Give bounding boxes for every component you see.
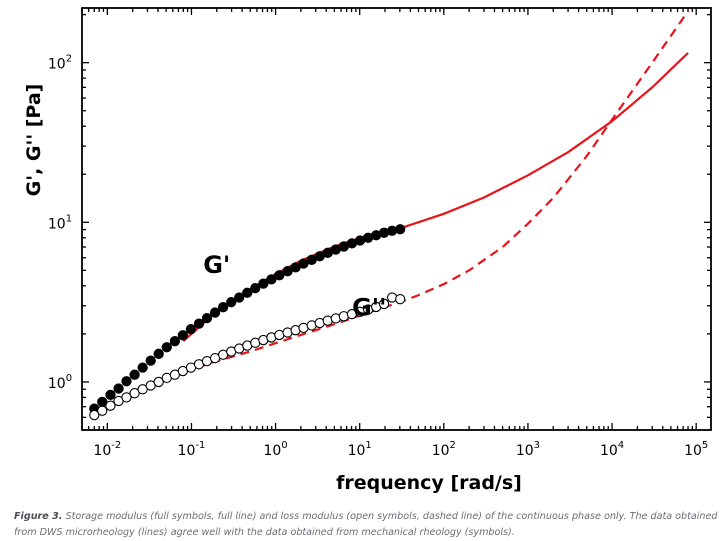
- x-tick-label: 103: [516, 440, 540, 459]
- storage-modulus-point: [137, 362, 148, 373]
- x-tick-label: 105: [684, 440, 708, 459]
- x-tick-label: 10-1: [178, 440, 206, 459]
- loss-modulus-point: [395, 294, 406, 305]
- data-series: [89, 10, 689, 421]
- storage-modulus-point: [129, 369, 140, 380]
- y-axis-title: G', G'' [Pa]: [23, 84, 45, 197]
- storage-modulus-dws-line: [182, 52, 689, 343]
- figure-caption-text: Storage modulus (full symbols, full line…: [14, 511, 718, 538]
- storage-modulus-label: G': [203, 251, 230, 279]
- loss-modulus-label: G'': [352, 294, 386, 322]
- loss-modulus-point: [105, 400, 116, 411]
- figure-caption: Figure 3. Storage modulus (full symbols,…: [14, 509, 720, 541]
- storage-modulus-point: [234, 292, 245, 303]
- storage-modulus-point: [113, 383, 124, 394]
- y-tick-label: 100: [48, 373, 72, 392]
- storage-modulus-point: [177, 330, 189, 341]
- storage-modulus-point: [121, 376, 132, 387]
- x-tick-label: 100: [263, 440, 287, 459]
- storage-modulus-point: [242, 287, 253, 298]
- x-tick-label: 10-2: [93, 440, 121, 459]
- x-tick-label: 104: [600, 440, 624, 459]
- storage-modulus-point: [250, 282, 261, 294]
- axis-ticks: [81, 8, 711, 431]
- figure-caption-label: Figure 3.: [14, 511, 63, 522]
- storage-modulus-point: [226, 297, 237, 308]
- storage-modulus-point: [266, 274, 277, 285]
- storage-modulus-point: [105, 389, 116, 401]
- storage-modulus-point: [201, 312, 213, 324]
- storage-modulus-point: [217, 302, 229, 313]
- loss-modulus-dws-line: [182, 10, 689, 374]
- x-axis-title: frequency [rad/s]: [336, 472, 522, 494]
- storage-modulus-point: [185, 324, 197, 335]
- series-annotations: G' G'': [203, 251, 386, 322]
- x-tick-label: 102: [432, 440, 456, 459]
- storage-modulus-point: [193, 318, 205, 329]
- storage-modulus-point: [395, 224, 406, 235]
- storage-modulus-point: [274, 270, 285, 281]
- storage-modulus-point: [153, 348, 164, 359]
- loss-modulus-point: [89, 409, 100, 421]
- storage-modulus-point: [258, 278, 269, 289]
- loss-modulus-point: [129, 388, 140, 399]
- loss-modulus-point: [121, 392, 132, 403]
- y-tick-label: 101: [48, 213, 72, 232]
- storage-modulus-point: [169, 336, 181, 347]
- loss-modulus-point: [153, 376, 164, 388]
- x-tick-label: 101: [348, 440, 372, 459]
- storage-modulus-point: [161, 342, 172, 353]
- y-tick-label: 102: [48, 54, 72, 73]
- storage-modulus-point: [209, 307, 221, 318]
- storage-modulus-point: [145, 355, 156, 366]
- loss-modulus-point: [378, 298, 390, 310]
- tick-labels: 10-2 10-1 100 101 102 103 104 105 100 101 102: [48, 54, 708, 459]
- loss-modulus-point: [97, 405, 108, 416]
- plot-frame: [81, 7, 712, 431]
